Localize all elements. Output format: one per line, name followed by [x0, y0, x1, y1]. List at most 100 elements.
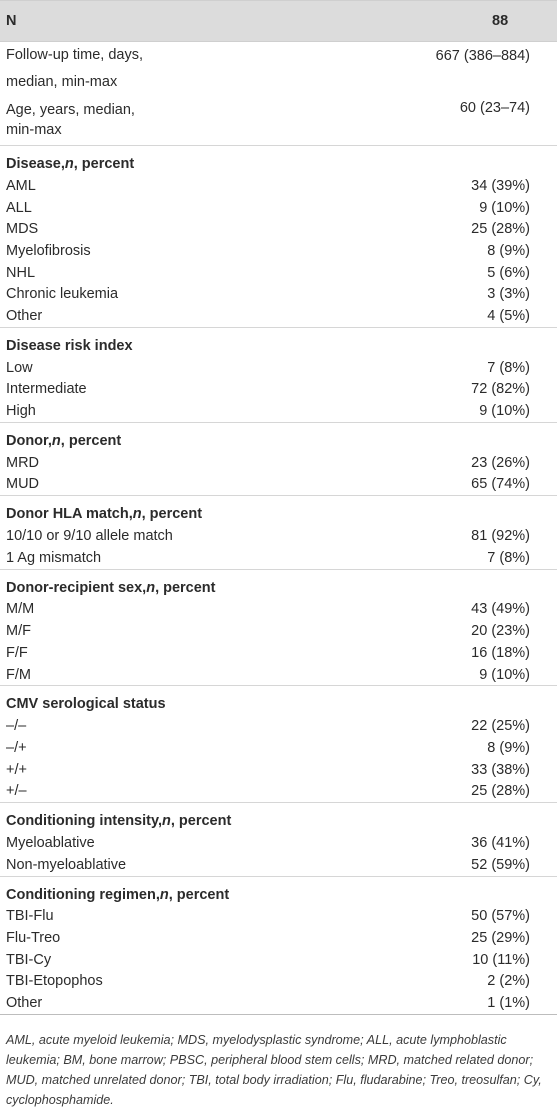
row-value: 22 (25%) [471, 718, 530, 735]
patient-characteristics-table: N 88 Follow-up time, days, median, min-m… [0, 0, 557, 1015]
header-label: N [6, 13, 17, 29]
row-label: Myeloablative [6, 834, 95, 851]
row-label: Other [6, 995, 43, 1012]
table-row: +/+ 33 (38%) [0, 759, 557, 781]
sections: Disease, n, percent AML 34 (39%) ALL 9 (10%)… [0, 145, 557, 1014]
table-row: MUD 65 (74%) [0, 474, 557, 496]
row-value: 667 (386–884) [435, 48, 530, 64]
table-row: 1 Ag mismatch 7 (8%) [0, 547, 557, 569]
table-row: F/F 16 (18%) [0, 642, 557, 664]
row-label: High [6, 403, 36, 420]
row-label: TBI-Flu [6, 908, 54, 925]
row-label: Non-myeloablative [6, 856, 127, 873]
table-row: TBI-Etopophos 2 (2%) [0, 971, 557, 993]
table-row: High 9 (10%) [0, 400, 557, 422]
table-row: F/M 9 (10%) [0, 664, 557, 686]
table-row: MDS 25 (28%) [0, 218, 557, 240]
table-row: Other 4 (5%) [0, 305, 557, 327]
section-title: Donor, n, percent [0, 421, 557, 452]
row-label: TBI-Etopophos [6, 973, 103, 990]
row-label: NHL [6, 264, 36, 281]
row-label: Other [6, 307, 43, 324]
row-value: 25 (28%) [471, 221, 530, 238]
row-label: M/M [6, 601, 35, 618]
row-value: 25 (29%) [471, 930, 530, 947]
bottom-rule [0, 1013, 557, 1015]
section-title: Disease, n, percent [0, 145, 557, 175]
row-label: Myelofibrosis [6, 242, 91, 259]
table-row: –/– 22 (25%) [0, 715, 557, 737]
row-label: –/– [6, 718, 27, 735]
table-row: +/– 25 (28%) [0, 780, 557, 802]
row-value: 52 (59%) [471, 856, 530, 873]
row-label: –/+ [6, 739, 27, 756]
row-label: Intermediate [6, 381, 87, 398]
row-label: AML [6, 177, 36, 194]
table-row: TBI-Flu 50 (57%) [0, 906, 557, 928]
row-label: MRD [6, 454, 40, 471]
row-value: 8 (9%) [487, 242, 530, 259]
header-value: 88 [492, 13, 509, 29]
row-value: 65 (74%) [471, 476, 530, 493]
row-label: +/+ [6, 761, 27, 778]
row-label: F/M [6, 666, 31, 683]
row-value: 43 (49%) [471, 601, 530, 618]
table-row: AML 34 (39%) [0, 175, 557, 197]
row-value: 3 (3%) [487, 286, 530, 303]
row-label: Flu-Treo [6, 930, 61, 947]
table-row: M/M 43 (49%) [0, 599, 557, 621]
row-label: +/– [6, 783, 27, 800]
section-title: CMV serological status [0, 685, 557, 715]
row-label: MDS [6, 221, 39, 238]
table-row: MRD 23 (26%) [0, 452, 557, 474]
section-title: Disease risk index [0, 326, 557, 357]
row-label: 1 Ag mismatch [6, 549, 102, 566]
row-label: MUD [6, 476, 40, 493]
row-value: 23 (26%) [471, 454, 530, 471]
section-title: Conditioning regimen, n, percent [0, 875, 557, 906]
table-row: Other 1 (1%) [0, 992, 557, 1014]
row-value: 7 (8%) [487, 359, 530, 376]
table-row: ALL 9 (10%) [0, 197, 557, 219]
row-value: 33 (38%) [471, 761, 530, 778]
table-row: Intermediate 72 (82%) [0, 379, 557, 401]
table-row: Non-myeloablative 52 (59%) [0, 854, 557, 876]
table-header: N 88 [0, 0, 557, 42]
row-value: 10 (11%) [472, 951, 530, 968]
row-value: 4 (5%) [487, 307, 530, 324]
table-row: 10/10 or 9/10 allele match 81 (92%) [0, 525, 557, 547]
section-title: Donor HLA match, n, percent [0, 495, 557, 525]
row-value: 5 (6%) [487, 264, 530, 281]
footnote: AML, acute myeloid leukemia; MDS, myelod… [6, 1033, 542, 1107]
row-value: 16 (18%) [471, 644, 530, 661]
row-value: 7 (8%) [487, 549, 530, 566]
table-row: NHL 5 (6%) [0, 262, 557, 284]
row-value: 72 (82%) [471, 381, 530, 398]
row-value: 60 (23–74) [459, 100, 530, 116]
row-value: 50 (57%) [471, 908, 530, 925]
table-row: TBI-Cy 10 (11%) [0, 949, 557, 971]
row-value: 25 (28%) [471, 783, 530, 800]
row-value: 9 (10%) [479, 666, 530, 683]
table-row: Myelofibrosis 8 (9%) [0, 240, 557, 262]
row-label: TBI-Cy [6, 951, 52, 968]
row-label: 10/10 or 9/10 allele match [6, 528, 173, 545]
row-label: Age, years, median, min-max [6, 102, 135, 138]
row-value: 9 (10%) [479, 199, 530, 216]
section-title: Donor-recipient sex, n, percent [0, 568, 557, 599]
row-label: ALL [6, 199, 32, 216]
row-value: 2 (2%) [487, 973, 530, 990]
row-value: 9 (10%) [479, 403, 530, 420]
row-value: 34 (39%) [471, 177, 530, 194]
table-row: Myeloablative 36 (41%) [0, 832, 557, 854]
table-row: M/F 20 (23%) [0, 620, 557, 642]
table-row: –/+ 8 (9%) [0, 737, 557, 759]
section-title: Conditioning intensity, n, percent [0, 802, 557, 832]
row-label: Follow-up time, days, median, min-max [6, 47, 143, 90]
table-row: Age, years, median, min-max 60 (23–74) [0, 93, 557, 145]
row-label: Low [6, 359, 33, 376]
row-value: 36 (41%) [471, 834, 530, 851]
row-value: 81 (92%) [471, 528, 530, 545]
table-row: Low 7 (8%) [0, 357, 557, 379]
row-value: 1 (1%) [487, 995, 530, 1012]
